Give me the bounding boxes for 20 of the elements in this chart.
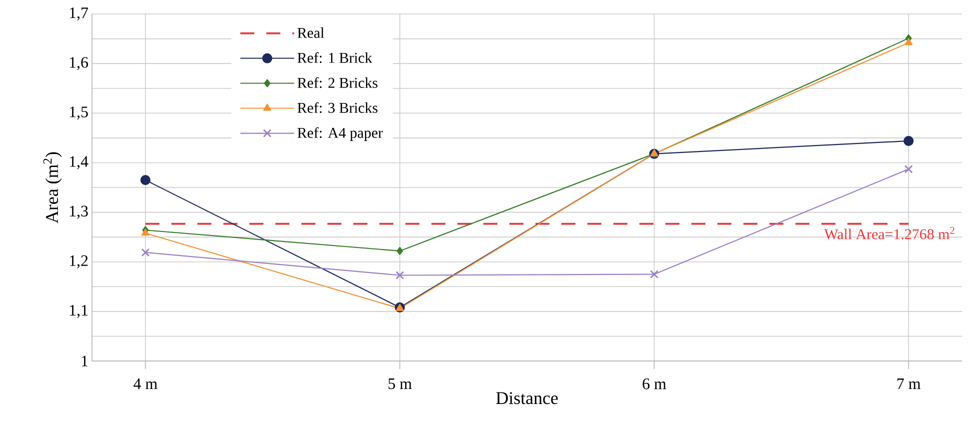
legend-label: Ref: 2 Bricks bbox=[297, 77, 378, 88]
annotation: Wall Area=1.2768 m$^{2}$ bbox=[824, 226, 954, 240]
y-tick-label: 1,5 bbox=[70, 106, 88, 120]
x-tick-label: 5 m bbox=[388, 378, 412, 390]
y-tick-label: 1,1 bbox=[70, 304, 88, 318]
y-tick-label: 1,2 bbox=[70, 255, 88, 268]
y-tick-label: 1,4 bbox=[70, 156, 88, 170]
y-tick-label: 1 bbox=[82, 356, 88, 366]
legend-label: Ref: A4 paper bbox=[297, 127, 383, 141]
x-tick-label: 4 m bbox=[134, 378, 158, 390]
legend-label: Ref: 3 Bricks bbox=[297, 102, 378, 113]
x-tick-label: 6 m bbox=[642, 378, 666, 390]
y-tick-label: 1,6 bbox=[70, 57, 88, 70]
y-axis-title: Area (m$^{2}$) bbox=[43, 152, 62, 224]
legend-label: Real bbox=[297, 27, 324, 38]
x-axis-title: Distance bbox=[496, 392, 558, 404]
y-tick-label: 1,7 bbox=[70, 8, 88, 20]
y-tick-label: 1,3 bbox=[70, 206, 88, 219]
x-tick-label: 7 m bbox=[897, 378, 921, 389]
legend-label: Ref: 1 Brick bbox=[297, 52, 372, 63]
